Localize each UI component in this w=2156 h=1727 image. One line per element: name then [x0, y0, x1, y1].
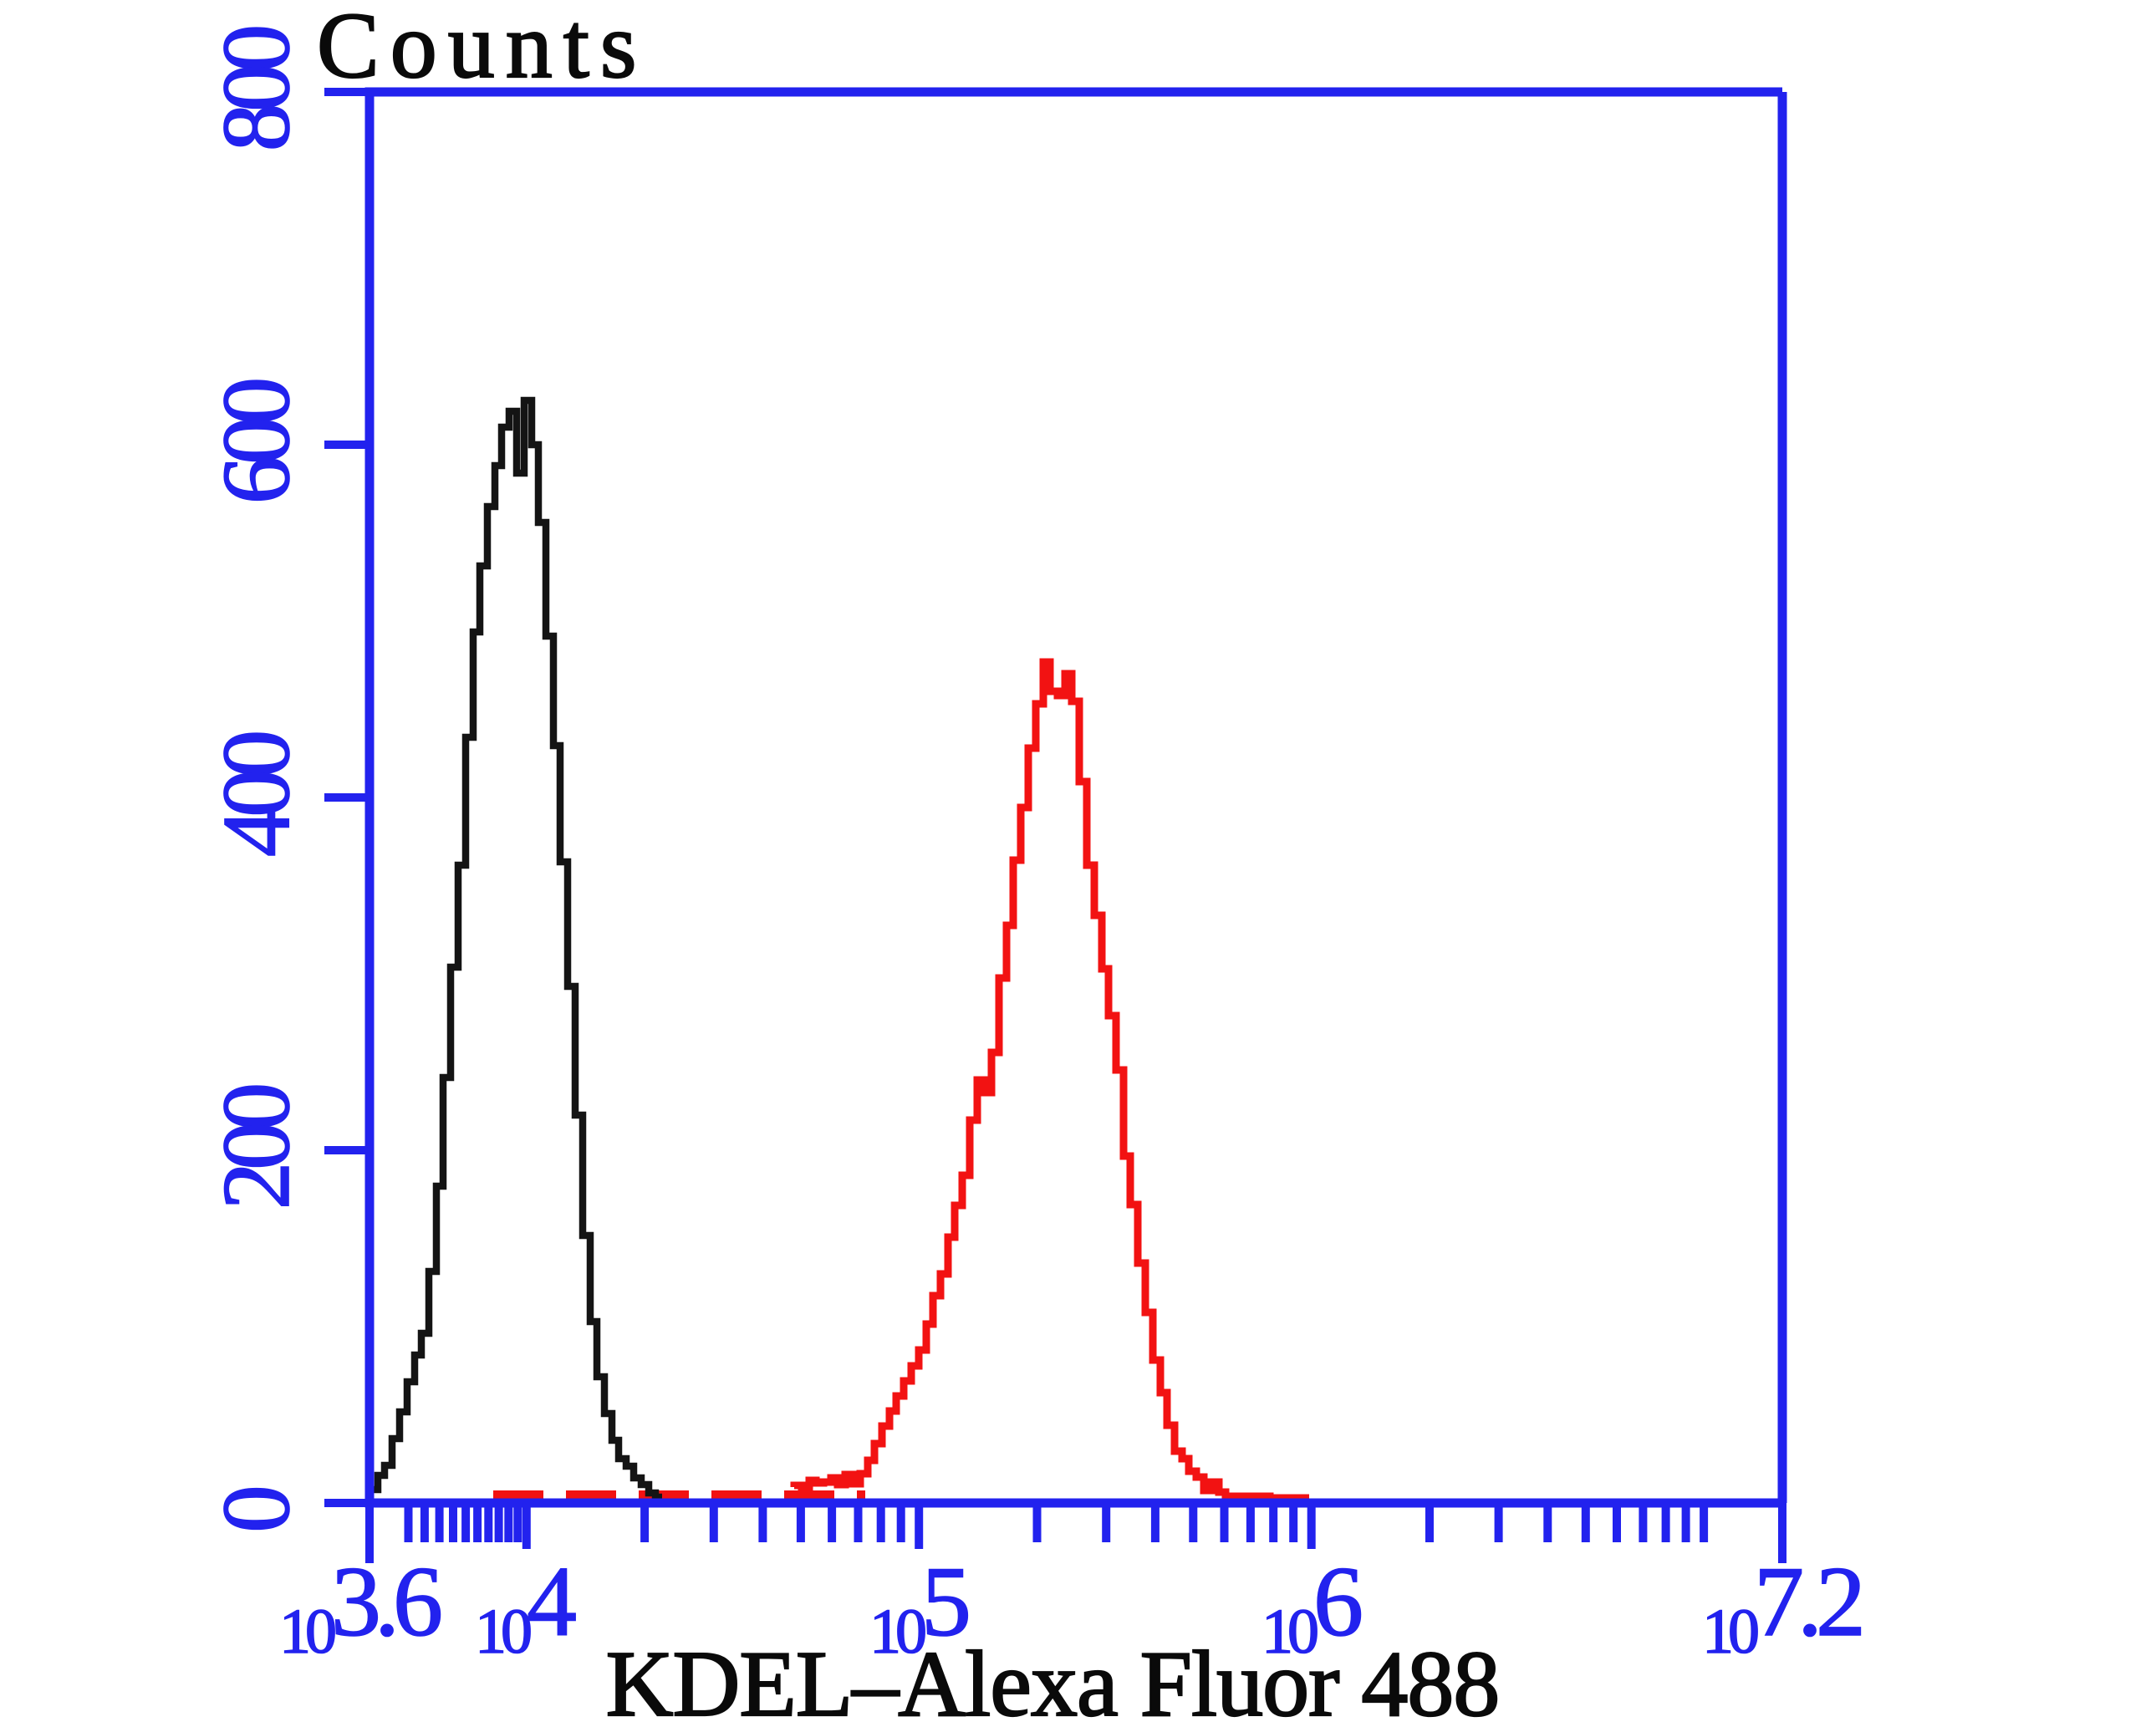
svg-text:800: 800: [203, 27, 309, 151]
svg-text:Counts: Counts: [317, 0, 647, 98]
svg-text:600: 600: [203, 380, 309, 504]
svg-text:103.6: 103.6: [279, 1546, 441, 1667]
svg-text:107.2: 107.2: [1702, 1546, 1861, 1667]
svg-text:KDEL–Alexa Fluor 488: KDEL–Alexa Fluor 488: [606, 1633, 1500, 1727]
svg-text:400: 400: [203, 732, 309, 857]
svg-text:0: 0: [203, 1488, 309, 1533]
svg-text:200: 200: [203, 1085, 309, 1210]
